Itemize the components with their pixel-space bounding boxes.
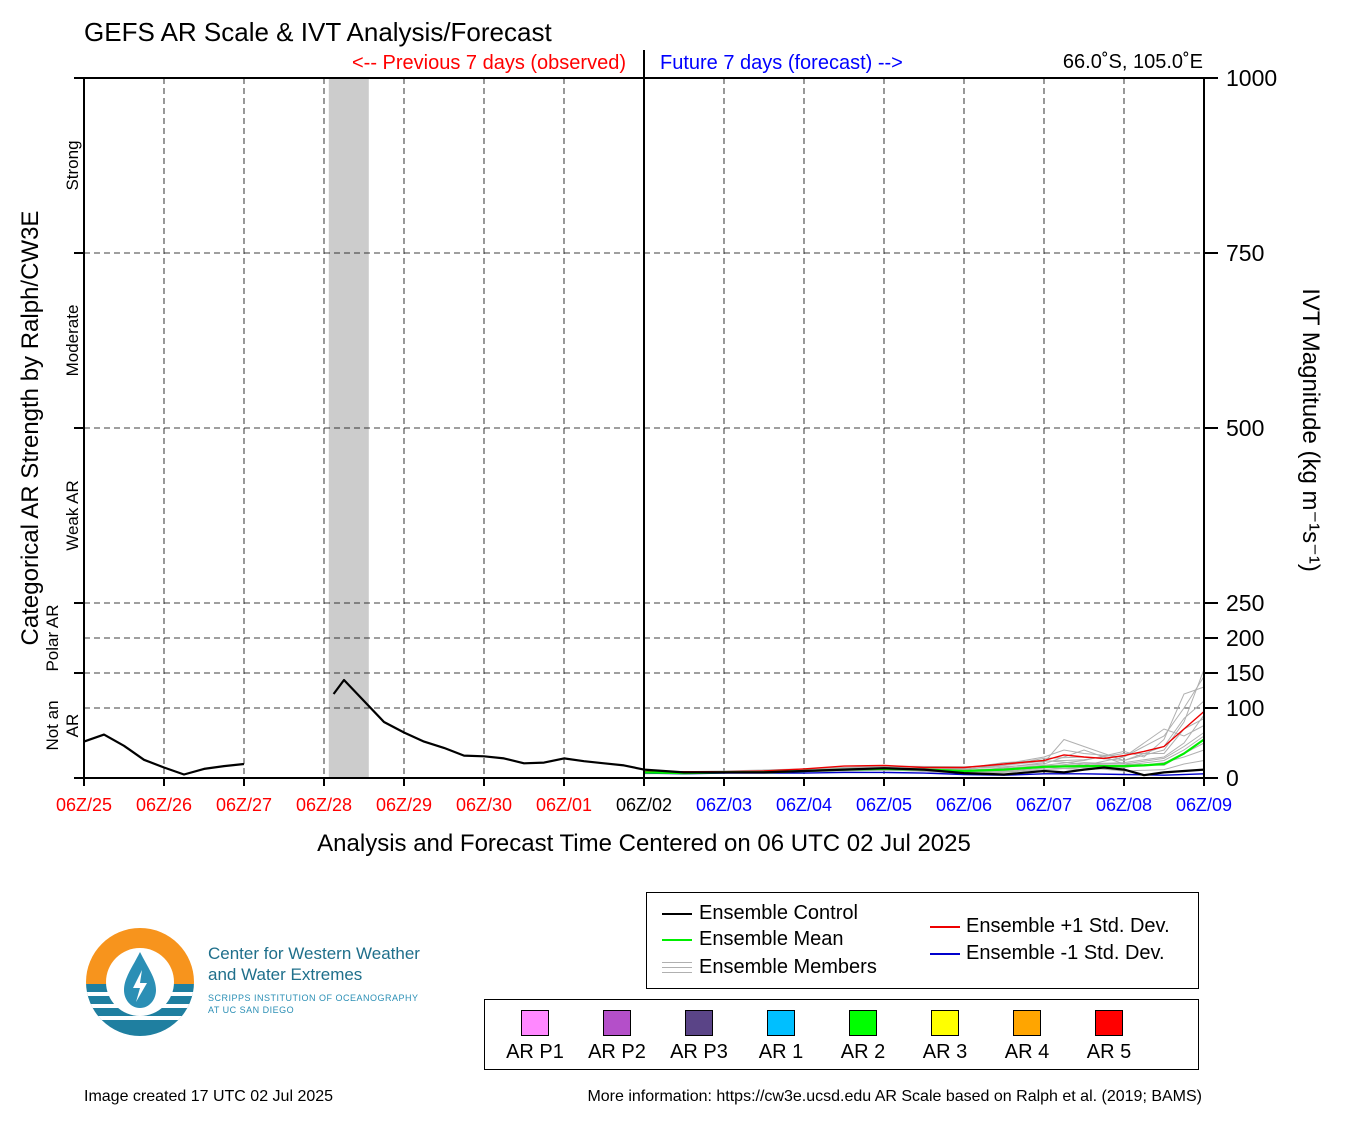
legend-minus-std: Ensemble -1 Std. Dev. — [966, 942, 1165, 964]
category-label: Not anAR — [43, 700, 82, 750]
cw3e-logo-icon — [86, 928, 194, 1036]
y-axis-label-right: IVT Magnitude (kg m⁻¹s⁻¹) — [1297, 288, 1324, 572]
series-line-ensemble-control-1 — [332, 678, 1205, 777]
category-label: Strong — [63, 140, 82, 190]
ar-scale-item-ar-p1: AR P1 — [495, 1010, 575, 1064]
ar-scale-item-ar-2: AR 2 — [823, 1010, 903, 1064]
y-tick-label: 150 — [1226, 660, 1264, 686]
ar-scale-swatch — [931, 1010, 959, 1036]
x-tick-label: 06Z/28 — [296, 795, 352, 815]
category-label: Moderate — [63, 305, 82, 377]
ar-scale-swatch — [603, 1010, 631, 1036]
y-tick-label: 0 — [1226, 765, 1239, 791]
ar-scale-label: AR 4 — [1004, 1041, 1050, 1063]
ivt-chart: GEFS AR Scale & IVT Analysis/Forecast <-… — [17, 17, 1324, 857]
ar-scale-swatch — [521, 1010, 549, 1036]
legend-swatch-control — [662, 913, 692, 915]
chart-title: GEFS AR Scale & IVT Analysis/Forecast — [84, 17, 552, 47]
series-line-ensemble-control-0 — [83, 733, 245, 776]
series-legend: Ensemble Control Ensemble Mean Ensemble … — [646, 892, 1199, 989]
logo-title: Center for Western Weather and Water Ext… — [208, 944, 420, 984]
y-tick-label: 200 — [1226, 625, 1264, 651]
x-tick-label: 06Z/25 — [56, 795, 112, 815]
ar-scale-label: AR 2 — [840, 1041, 886, 1063]
ar-scale-label: AR P1 — [506, 1041, 564, 1063]
legend-plus-std: Ensemble +1 Std. Dev. — [966, 915, 1170, 937]
ar-scale-label: AR 5 — [1086, 1041, 1132, 1063]
more-info-text: More information: https://cw3e.ucsd.edu … — [587, 1088, 1202, 1105]
y-tick-label: 250 — [1226, 590, 1264, 616]
ar-scale-swatch — [1013, 1010, 1041, 1036]
x-tick-label: 06Z/04 — [776, 795, 832, 815]
cw3e-logo: Center for Western Weather and Water Ext… — [84, 926, 464, 1038]
x-tick-label: 06Z/29 — [376, 795, 432, 815]
x-tick-label: 06Z/09 — [1176, 795, 1232, 815]
ar-scale-label: AR P2 — [588, 1041, 646, 1063]
ar-scale-item-ar-4: AR 4 — [987, 1010, 1067, 1064]
legend-swatch-mean — [662, 939, 692, 941]
x-tick-label: 06Z/30 — [456, 795, 512, 815]
ar-scale-label: AR P3 — [670, 1041, 728, 1063]
legend-swatch-plus-std — [930, 926, 960, 928]
x-tick-label: 06Z/01 — [536, 795, 592, 815]
y-tick-label: 100 — [1226, 695, 1264, 721]
x-tick-label: 06Z/07 — [1016, 795, 1072, 815]
ar-scale-swatch — [1095, 1010, 1123, 1036]
ar-scale-label: AR 3 — [922, 1041, 968, 1063]
y-axis-label-left: Categorical AR Strength by Ralph/CW3E — [17, 211, 44, 646]
ar-scale-label: AR 1 — [758, 1041, 804, 1063]
x-tick-label: 06Z/03 — [696, 795, 752, 815]
image-created-text: Image created 17 UTC 02 Jul 2025 — [84, 1088, 334, 1105]
legend-members: Ensemble Members — [699, 956, 877, 978]
previous-label: <-- Previous 7 days (observed) — [352, 52, 626, 74]
ar-scale-legend: AR P1 AR P2 AR P3 AR 1 AR 2 AR 3 AR 4 AR 5 — [484, 999, 1199, 1070]
ar-scale-item-ar-p2: AR P2 — [577, 1010, 657, 1064]
x-tick-label: 06Z/27 — [216, 795, 272, 815]
x-tick-label: 06Z/05 — [856, 795, 912, 815]
category-label: Polar AR — [43, 604, 62, 671]
ar-scale-swatch — [849, 1010, 877, 1036]
y-tick-label: 1000 — [1226, 65, 1277, 91]
legend-control: Ensemble Control — [699, 902, 858, 924]
future-label: Future 7 days (forecast) --> — [660, 52, 903, 74]
series-line-ensemble-1-std-dev--0 — [644, 710, 1205, 773]
legend-swatch-minus-std — [930, 953, 960, 955]
ar-scale-swatch — [685, 1010, 713, 1036]
x-tick-label: 06Z/02 — [616, 795, 672, 815]
ar-scale-item-ar-3: AR 3 — [905, 1010, 985, 1064]
ensemble-member-line-6 — [643, 700, 1205, 773]
legend-mean: Ensemble Mean — [699, 928, 844, 950]
x-axis-label: Analysis and Forecast Time Centered on 0… — [317, 830, 971, 857]
y-tick-label: 750 — [1226, 240, 1264, 266]
ar-scale-item-ar-1: AR 1 — [741, 1010, 821, 1064]
ensemble-member-line-2 — [643, 686, 1205, 775]
y-tick-label: 500 — [1226, 415, 1264, 441]
category-label: Weak AR — [63, 480, 82, 551]
logo-subtitle: SCRIPPS INSTITUTION OF OCEANOGRAPHY AT U… — [208, 993, 419, 1015]
x-tick-label: 06Z/06 — [936, 795, 992, 815]
x-tick-label: 06Z/26 — [136, 795, 192, 815]
location-label: 66.0˚S, 105.0˚E — [1063, 51, 1203, 73]
ar-scale-swatch — [767, 1010, 795, 1036]
legend-swatch-members — [662, 960, 692, 974]
ar-scale-item-ar-p3: AR P3 — [659, 1010, 739, 1064]
ar-scale-item-ar-5: AR 5 — [1069, 1010, 1149, 1064]
x-tick-label: 06Z/08 — [1096, 795, 1152, 815]
